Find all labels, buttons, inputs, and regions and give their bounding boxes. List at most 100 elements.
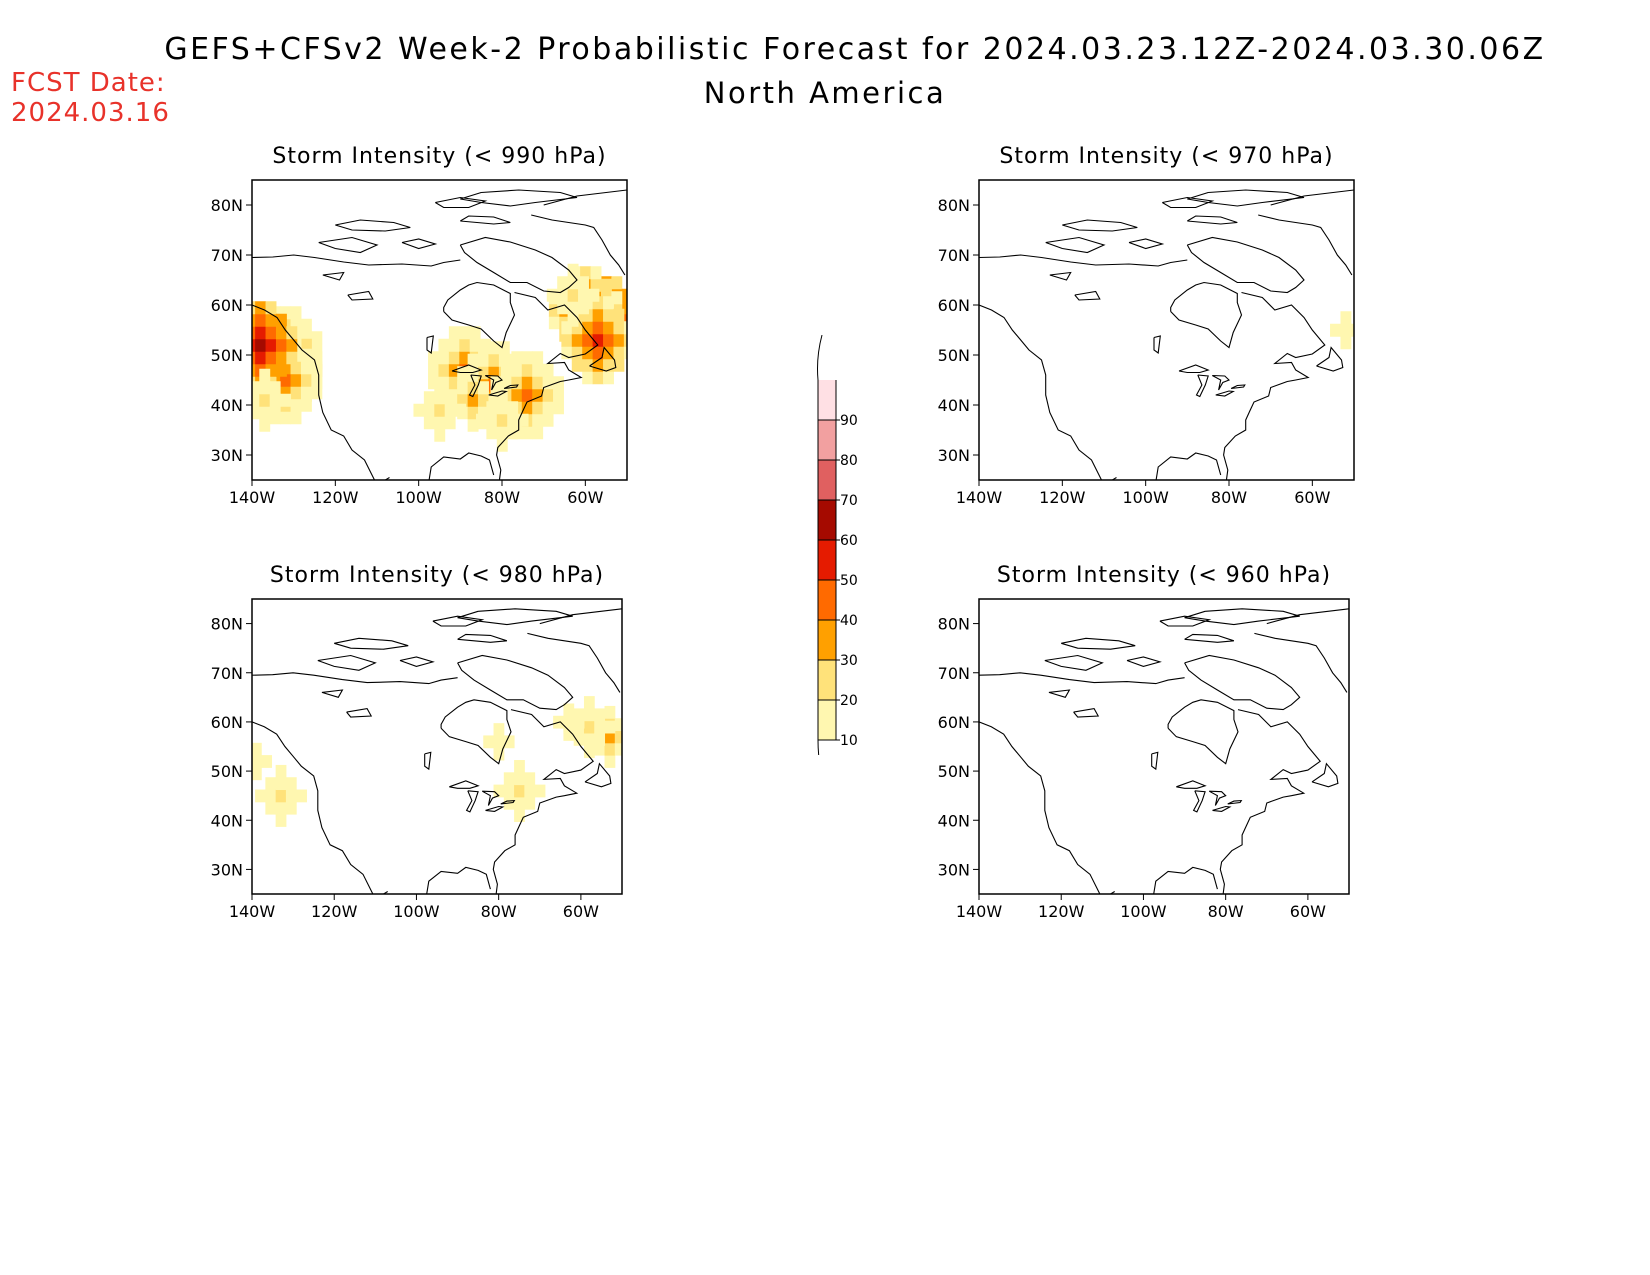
probability-cell [632,326,643,339]
probability-cell [573,708,585,722]
lon-tick-label: 80W [1208,902,1244,921]
coastline [1049,271,1072,281]
coastline [435,196,488,209]
probability-cell [578,288,589,302]
probability-cell [448,338,460,352]
map-svg: Storm Intensity (< 960 hPa) 80N 70N 60N 50N 4… [938,563,1350,921]
coastline [584,762,612,788]
region-subtitle: North America [703,76,947,110]
probability-cell [486,426,498,440]
map-frame [251,598,623,895]
probability-cell [265,301,277,315]
probability-cell [280,373,292,387]
lat-tick-label: 80N [938,615,970,634]
probability-cell [583,732,595,746]
probability-cell [623,333,627,347]
coastline [503,384,519,390]
lat-tick-label: 40N [938,396,970,415]
coastline [485,374,503,391]
coastline [1073,707,1100,718]
probability-cell [514,809,525,822]
lat-tick-label: 50N [938,346,970,365]
probability-cell [234,326,245,339]
lon-tick-label: 140W [956,488,1003,507]
probability-cell [604,755,616,768]
probability-cell [423,403,435,417]
legend-level-label: 70 [840,493,858,509]
probability-cell [296,789,307,803]
probability-cell [532,426,544,440]
probability-cell [571,346,583,360]
coastline [424,751,432,771]
map-svg: Storm Intensity (< 980 hPa) 80N 70N 60N 50N 4… [211,563,623,921]
probability-cell [434,378,446,392]
lon-tick-label: 100W [395,488,442,507]
coastline [1151,751,1159,771]
probability-cell [592,308,604,322]
probability-cell [478,366,489,380]
probability-cell [488,366,500,380]
map-frame [978,598,1350,895]
probability-cell [459,326,471,340]
probability-cell [457,381,469,395]
probability-cell [571,333,583,347]
coastline [252,721,388,894]
probability-cell [300,348,312,362]
panel-title: Storm Intensity (< 980 hPa) [270,563,604,588]
panel-title: Storm Intensity (< 990 hPa) [272,144,606,169]
probability-cell [483,735,495,749]
probability-cell [434,403,446,417]
coastline [1162,196,1215,209]
probability-cell [542,401,554,415]
lat-tick-label: 80N [211,615,243,634]
probability-cell [613,321,625,335]
probability-cell [444,416,456,430]
probability-cell [265,777,277,791]
coastline [318,236,379,254]
probability-cell [493,735,505,749]
probability-cell [280,393,292,407]
lat-tick-label: 80N [211,196,243,215]
probability-cell [290,386,302,400]
legend-swatch [818,660,836,700]
coastline [1316,346,1344,372]
probability-cell [285,789,297,803]
probability-cell [1340,336,1352,350]
probability-cell [600,278,612,292]
probability-cell [503,735,515,749]
coastline [1153,866,1218,894]
probability-cell [582,371,594,385]
coastline [1208,790,1227,806]
probability-cell [300,398,312,412]
probability-cell [488,341,500,355]
probability-cell [290,318,302,332]
coastline [1048,689,1071,698]
legend-swatch [818,580,836,620]
lon-tick-label: 60W [1294,488,1330,507]
legend-swatch [818,460,836,500]
coastline [347,290,374,301]
probability-cell [438,351,450,365]
probability-cell [503,772,515,786]
probability-cell [521,388,533,402]
legend-level-label: 20 [840,693,858,709]
lat-tick-label: 50N [938,762,970,781]
probability-cell [259,381,271,395]
probability-cell [255,301,267,315]
coastline [335,219,411,232]
probability-cell [553,376,564,390]
lat-tick-label: 40N [211,811,243,830]
coastline [449,780,480,789]
lon-tick-label: 140W [229,902,276,921]
probability-cell [524,796,536,810]
probability-cell [311,351,323,365]
lon-tick-label: 60W [563,902,599,921]
probability-cell [511,351,523,365]
probability-cell [459,338,471,352]
probability-cell [444,391,456,405]
probability-cell [632,314,643,327]
probability-cell [514,760,525,773]
probability-cell [255,326,267,340]
probability-cell [275,789,287,803]
coastline [1128,238,1165,250]
